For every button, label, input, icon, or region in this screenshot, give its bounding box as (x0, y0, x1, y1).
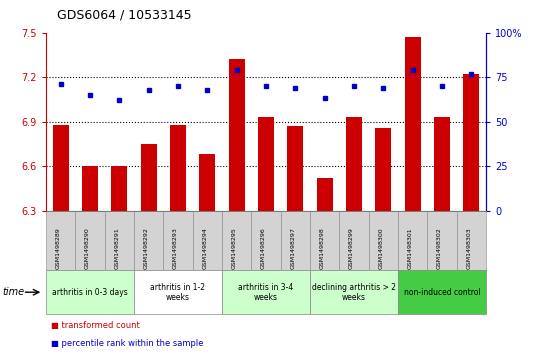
Text: GSM1498297: GSM1498297 (291, 227, 295, 269)
Bar (199, 154, 215, 211)
Text: GSM1498293: GSM1498293 (173, 227, 178, 269)
Text: arthritis in 0-3 days: arthritis in 0-3 days (52, 288, 128, 297)
Text: arthritis in 3-4
weeks: arthritis in 3-4 weeks (238, 282, 294, 302)
Text: ■ percentile rank within the sample: ■ percentile rank within the sample (51, 339, 204, 348)
Bar (52, 125, 69, 211)
Bar (287, 126, 303, 211)
Text: GSM1498294: GSM1498294 (202, 227, 207, 269)
Text: declining arthritis > 2
weeks: declining arthritis > 2 weeks (312, 282, 396, 302)
Text: GSM1498299: GSM1498299 (349, 227, 354, 269)
Text: GSM1498295: GSM1498295 (232, 227, 237, 269)
Bar (375, 127, 391, 211)
Text: GSM1498298: GSM1498298 (320, 227, 325, 269)
Bar (434, 117, 450, 211)
Text: non-induced control: non-induced control (403, 288, 481, 297)
Text: GSM1498289: GSM1498289 (56, 227, 60, 269)
Bar (228, 59, 245, 211)
Text: ■ transformed count: ■ transformed count (51, 321, 140, 330)
Bar (170, 125, 186, 211)
Text: GSM1498296: GSM1498296 (261, 227, 266, 269)
Bar (404, 37, 421, 211)
Text: GSM1498291: GSM1498291 (114, 227, 119, 269)
Text: GSM1498300: GSM1498300 (379, 227, 383, 269)
Bar (346, 117, 362, 211)
Bar (111, 166, 127, 211)
Bar (140, 144, 157, 211)
Bar (82, 166, 98, 211)
Text: time: time (3, 287, 25, 297)
Text: GDS6064 / 10533145: GDS6064 / 10533145 (57, 9, 191, 22)
Text: GSM1498290: GSM1498290 (85, 227, 90, 269)
Bar (258, 117, 274, 211)
Text: GSM1498301: GSM1498301 (408, 227, 413, 269)
Text: arthritis in 1-2
weeks: arthritis in 1-2 weeks (151, 282, 205, 302)
Text: GSM1498292: GSM1498292 (144, 227, 149, 269)
Text: GSM1498303: GSM1498303 (467, 227, 471, 269)
Text: GSM1498302: GSM1498302 (437, 227, 442, 269)
Bar (463, 74, 480, 211)
Bar (316, 178, 333, 211)
